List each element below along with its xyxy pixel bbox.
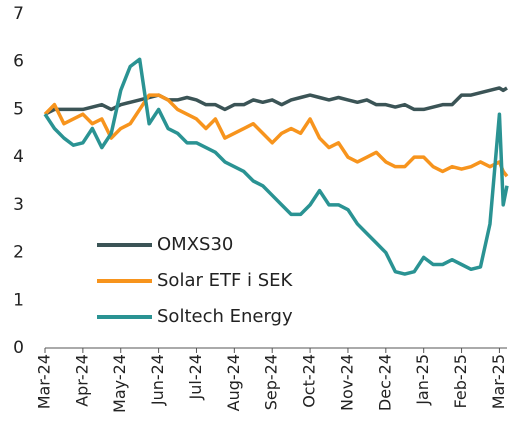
y-tick-label: 6 [13, 52, 24, 72]
legend-label: Soltech Energy [157, 306, 293, 327]
legend-label: OMXS30 [157, 234, 233, 255]
x-tick-label: Apr-24 [72, 354, 91, 407]
y-tick-label: 3 [13, 195, 24, 215]
y-tick-label: 0 [13, 338, 24, 358]
x-tick-label: Jan-25 [413, 354, 432, 406]
series-line [44, 86, 508, 116]
x-tick-label: Sep-24 [262, 354, 281, 410]
x-tick-label: Jun-24 [148, 354, 167, 406]
y-tick-label: 4 [13, 147, 24, 167]
x-tick-label: Nov-24 [337, 354, 356, 411]
y-tick-label: 1 [13, 290, 24, 310]
y-tick-label: 7 [13, 4, 24, 24]
series-line [43, 57, 509, 276]
x-tick-label: Mar-25 [489, 354, 508, 409]
y-tick-label: 2 [13, 243, 24, 263]
y-tick-label: 5 [13, 99, 24, 119]
series-line [43, 93, 509, 178]
x-tick-label: Jul-24 [186, 354, 205, 400]
x-tick-label: Feb-25 [451, 354, 470, 408]
legend-label: Solar ETF i SEK [157, 270, 294, 291]
x-tick-label: Oct-24 [300, 354, 319, 408]
x-tick-label: Dec-24 [375, 354, 394, 411]
x-tick-label: May-24 [110, 354, 129, 413]
x-tick-label: Aug-24 [224, 354, 243, 411]
x-tick-label: Mar-24 [35, 354, 54, 409]
